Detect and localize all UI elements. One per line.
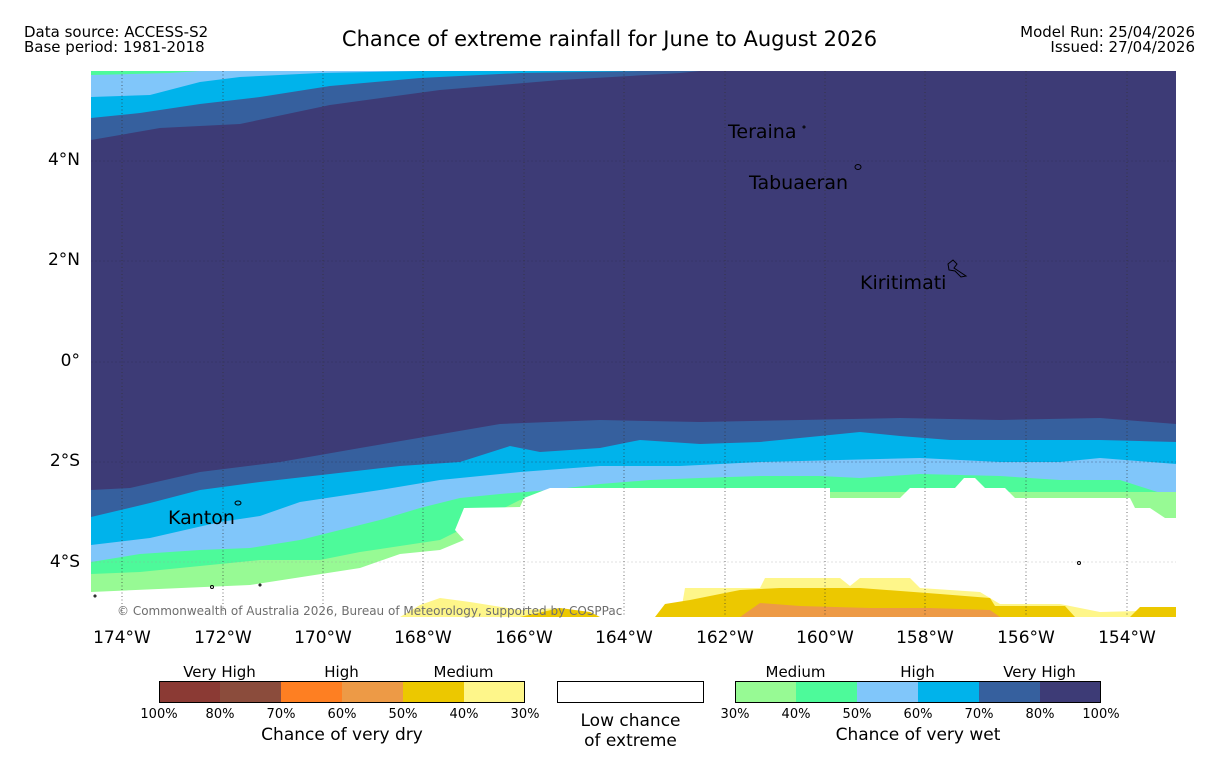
label-kanton: Kanton xyxy=(168,507,235,529)
legend-dry-swatch-6 xyxy=(464,681,525,703)
island-small-3 xyxy=(258,583,262,587)
legend-low-line1: Low chance xyxy=(580,711,681,731)
legend-wet-caption: Chance of very wet xyxy=(835,725,1001,745)
legend-wet-swatch-2 xyxy=(796,681,857,703)
lon-label-162w: 162°W xyxy=(696,628,754,648)
lat-label-4n: 4°N xyxy=(47,150,80,170)
legend-dry-tick: 80% xyxy=(205,707,235,722)
legend-wet-heading-medium: Medium xyxy=(765,663,826,681)
legend-dry-swatch-1 xyxy=(159,681,220,703)
north-band-cyan xyxy=(91,71,640,118)
issued-text: Issued: 27/04/2026 xyxy=(1050,38,1195,56)
legend-wet-tick: 30% xyxy=(720,707,750,722)
legend-wet-tick: 100% xyxy=(1082,707,1120,722)
lon-label-156w: 156°W xyxy=(997,628,1055,648)
legend-dry-tick: 60% xyxy=(327,707,357,722)
legend-wet-swatch-4 xyxy=(918,681,979,703)
lat-label-2n: 2°N xyxy=(47,250,80,270)
legend-dry-caption: Chance of very dry xyxy=(261,725,423,745)
page-title: Chance of extreme rainfall for June to A… xyxy=(341,27,878,51)
island-small-2 xyxy=(210,585,214,589)
legend-dry-heading-high: High xyxy=(324,663,359,681)
model-run-text: Model Run: 25/04/2026 xyxy=(1020,23,1195,41)
dry-patch-yellow-left xyxy=(520,608,600,617)
lon-label-168w: 168°W xyxy=(394,628,452,648)
lon-label-174w: 174°W xyxy=(93,628,151,648)
legend-dry-heading-very-high: Very High xyxy=(183,663,256,681)
lon-label-172w: 172°W xyxy=(194,628,252,648)
header-left: Data source: ACCESS-S2 Base period: 1981… xyxy=(24,25,208,55)
label-kiritimati: Kiritimati xyxy=(860,272,947,294)
copyright-notice: © Commonwealth of Australia 2026, Bureau… xyxy=(117,604,623,618)
legend-wet-tick: 80% xyxy=(1025,707,1055,722)
header-right: Model Run: 25/04/2026 Issued: 27/04/2026 xyxy=(1020,25,1195,55)
legend-wet-swatch-6 xyxy=(1040,681,1101,703)
lon-label-160w: 160°W xyxy=(796,628,854,648)
legend-wet-tick: 70% xyxy=(964,707,994,722)
lon-label-170w: 170°W xyxy=(294,628,352,648)
legend-dry-heading-medium: Medium xyxy=(433,663,494,681)
island-teraina-shape xyxy=(802,125,806,129)
lat-label-4s: 4°S xyxy=(49,552,80,572)
north-band-green xyxy=(91,71,200,75)
legend-dry-tick: 30% xyxy=(510,707,540,722)
label-tabuaeran: Tabuaeran xyxy=(749,172,849,194)
legend-dry-swatch-2 xyxy=(220,681,281,703)
island-tabuaeran-shape xyxy=(854,164,862,170)
lat-label-2s: 2°S xyxy=(49,451,80,471)
north-band-light-blue xyxy=(91,71,420,97)
base-period-text: Base period: 1981-2018 xyxy=(24,38,205,56)
island-small-1 xyxy=(1077,561,1081,565)
legend-low-swatch xyxy=(557,681,704,703)
legend-dry-swatch-3 xyxy=(281,681,342,703)
legend-wet-heading-high: High xyxy=(900,663,935,681)
islands xyxy=(93,125,1081,598)
lat-label-0: 0° xyxy=(60,351,80,371)
legend-dry-tick: 40% xyxy=(449,707,479,722)
legend-wet-tick: 50% xyxy=(842,707,872,722)
dry-patch-orange xyxy=(740,603,1000,617)
legend-dry-tick: 100% xyxy=(140,707,178,722)
longitude-grid xyxy=(121,71,1128,617)
legend-wet-swatch-3 xyxy=(857,681,918,703)
lon-label-158w: 158°W xyxy=(896,628,954,648)
legend-dry-tick: 70% xyxy=(266,707,296,722)
legend-wet-swatch-5 xyxy=(979,681,1040,703)
legend-dry-swatch-5 xyxy=(403,681,464,703)
legend-wet-tick: 40% xyxy=(781,707,811,722)
lon-label-166w: 166°W xyxy=(495,628,553,648)
label-teraina: Teraina xyxy=(728,121,797,143)
legend-wet-heading-very-high: Very High xyxy=(1003,663,1076,681)
legend-wet-tick: 60% xyxy=(903,707,933,722)
island-small-4 xyxy=(93,594,97,598)
lon-label-154w: 154°W xyxy=(1098,628,1156,648)
lon-label-164w: 164°W xyxy=(595,628,653,648)
latitude-grid xyxy=(91,160,1176,563)
legend-dry-swatch-4 xyxy=(342,681,403,703)
island-kanton-shape xyxy=(234,500,242,506)
legend-dry-tick: 50% xyxy=(388,707,418,722)
data-source-text: Data source: ACCESS-S2 xyxy=(24,23,209,41)
legend-low-line2: of extreme xyxy=(584,731,677,751)
legend-wet-swatch-1 xyxy=(735,681,796,703)
island-kiritimati-shape xyxy=(947,259,968,278)
